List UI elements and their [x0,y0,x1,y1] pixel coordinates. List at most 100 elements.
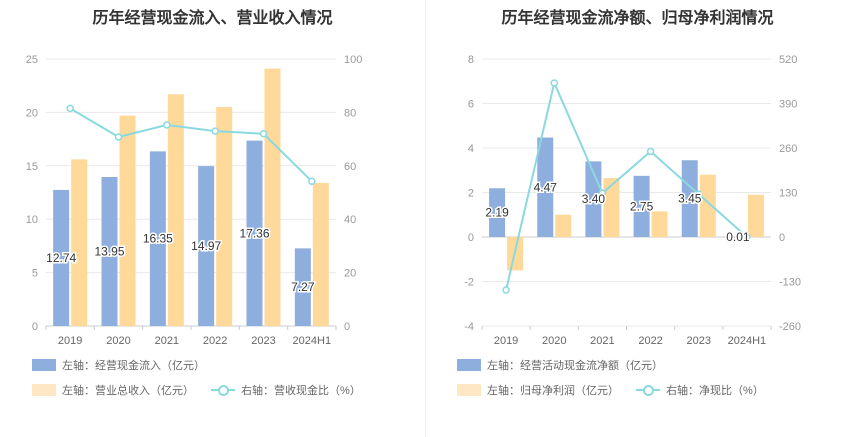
line-point [550,79,558,87]
x-tick-label: 2023 [251,335,275,347]
y-left-tick-label: 8 [468,54,474,66]
bar [312,182,329,326]
x-tick-label: 2024H1 [293,335,332,347]
data-label: 2.75 [630,199,654,213]
legend-swatch [32,359,56,371]
y-right-tick-label: 260 [779,143,797,155]
data-label: 4.47 [534,180,558,194]
bar [294,248,311,326]
bar [216,107,233,326]
y-right-tick-label: 100 [344,54,362,66]
line-point [114,133,123,141]
legend-row-2: 左轴：归母净利润（亿元） 右轴：净现比（%） [457,382,778,399]
bar [149,151,166,326]
legend-swatch [457,359,481,371]
data-label: 0.01 [726,230,750,244]
x-tick-label: 2021 [590,335,614,347]
bar [699,174,716,237]
data-label: 3.40 [582,192,606,206]
y-left-tick-label: 20 [26,107,38,119]
bar [101,177,118,326]
y-right-tick-label: 80 [344,107,356,119]
y-left-tick-label: 15 [26,161,38,173]
x-tick-label: 2019 [494,335,518,347]
line-point [743,233,751,241]
y-left-tick-label: 4 [468,143,474,155]
data-label: 16.35 [143,232,173,246]
y-right-tick-label: -260 [779,321,801,333]
x-tick-label: 2024H1 [728,335,767,347]
y-left-tick-label: 0 [32,321,38,333]
series-line [69,107,313,182]
line-point [646,147,655,156]
bar [651,211,668,237]
legend-label: 右轴：营收现金比（%） [241,385,361,397]
legend-item[interactable]: 右轴：净现比（%） [636,382,764,398]
y-left-tick-label: -2 [464,277,474,289]
bar [246,140,263,326]
legend-swatch [211,384,236,396]
bar [747,194,764,237]
legend-row-2: 左轴：营业总收入（亿元） 右轴：营收现金比（%） [32,382,375,399]
x-tick-label: 2023 [687,335,711,347]
y-right-tick-label: 60 [344,161,356,173]
line-point [598,189,607,197]
legend-item[interactable]: 左轴：营业总收入（亿元） [32,382,194,398]
legend-item[interactable]: 右轴：营收现金比（%） [211,382,361,398]
line-point [211,127,219,135]
legend-item[interactable]: 左轴：归母净利润（亿元） [457,382,619,398]
line-point [259,130,268,138]
data-label: 14.97 [191,239,221,253]
legend-label: 右轴：净现比（%） [666,385,764,397]
data-label: 13.95 [94,245,124,259]
bar [681,160,698,237]
bar [71,159,88,326]
y-left-tick-label: 5 [32,268,38,280]
legend-label: 左轴：归母净利润（亿元） [487,385,619,397]
x-tick-label: 2022 [638,335,662,347]
y-left-tick-label: 25 [26,54,38,66]
chart-title: 历年经营现金流入、营业收入情况 [92,10,333,27]
legend-item[interactable]: 左轴：经营活动现金流净额（亿元） [457,357,663,373]
legend-item[interactable]: 左轴：经营现金流入（亿元） [32,357,205,373]
chart-canvas: -4 -2 0 2 4 6 8 -260 -130 0 130 260 390 520 2019 2020 20… [464,54,801,347]
x-tick-label: 2021 [155,335,179,347]
chart-panel-right: 历年经营现金流净额、归母净利润情况 -4 -2 0 2 4 6 8 -260 -130 0 130 2… [425,0,850,437]
line-point [502,286,510,294]
line-point [695,190,703,198]
y-left-tick-label: 0 [468,232,474,244]
y-left-tick-label: 6 [468,99,474,111]
bar [119,115,136,326]
y-left-tick-label: 10 [26,214,38,226]
legend-row-1: 左轴：经营现金流入（亿元） [32,357,219,374]
data-label: 12.74 [46,251,76,265]
line-point [308,177,316,186]
legend-label: 左轴：营业总收入（亿元） [62,385,194,397]
x-tick-label: 2020 [542,335,566,347]
y-left-tick-label: -4 [464,321,474,333]
y-right-tick-label: 20 [344,268,356,280]
y-right-tick-label: 520 [779,54,797,66]
x-tick-label: 2019 [58,335,82,347]
legend-label: 左轴：经营现金流入（亿元） [62,360,205,372]
chart-title: 历年经营现金流净额、归母净利润情况 [501,10,774,27]
bar [603,178,620,237]
line-point [163,121,171,129]
x-tick-label: 2022 [203,335,227,347]
data-label: 7.27 [291,280,315,294]
legend-swatch [32,384,56,396]
chart-panel-left: 历年经营现金流入、营业收入情况 0 5 10 15 20 25 0 20 40 60 80 100 20… [26,10,375,399]
x-tick-label: 2020 [106,335,130,347]
legend-label: 左轴：经营活动现金流净额（亿元） [487,360,663,372]
bar [489,188,506,237]
data-label: 17.36 [239,226,269,240]
y-right-tick-label: 390 [779,99,797,111]
bar [264,68,281,326]
bar [198,166,215,326]
legend-swatch [636,384,661,396]
y-right-tick-label: -130 [779,277,801,289]
chart-canvas: 0 5 10 15 20 25 0 20 40 60 80 100 2019 2020 2021 2022 20… [26,54,363,347]
series-line [505,79,748,291]
data-label: 3.45 [678,192,702,206]
y-right-tick-label: 0 [779,232,785,244]
